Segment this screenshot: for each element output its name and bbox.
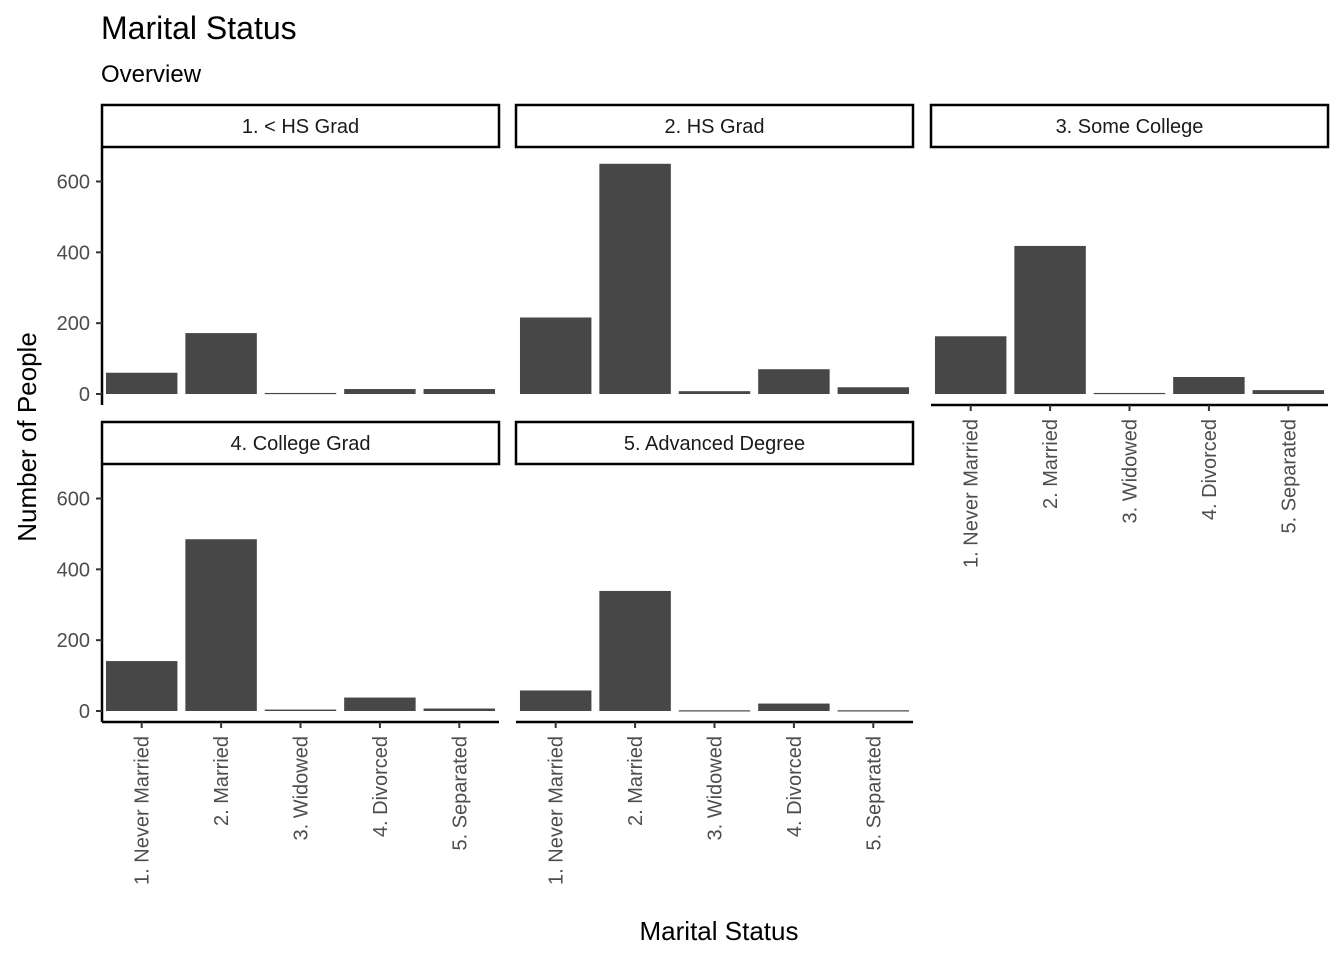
x-tick-label: 3. Widowed [705,736,727,841]
facet-strip-label: 3. Some College [1056,116,1204,138]
facet-strip [514,103,915,149]
bar [185,539,257,711]
bar [423,708,496,711]
y-tick-label: 600 [57,489,90,511]
facet-panel: 5. Advanced Degree 1. Never Married 2. Mar… [514,420,915,885]
x-tick-label: 3. Widowed [291,736,313,841]
bar [519,317,592,394]
y-tick-label: 200 [57,313,90,335]
y-tick-label: 400 [57,242,90,264]
y-tick-label: 200 [57,630,90,652]
facet-strip [514,420,915,466]
y-tick-label: 0 [79,384,90,406]
bar [519,690,592,711]
x-axis-title: Marital Status [640,916,799,946]
facet-panels: 1. < HS Grad 0 200 400 600 2. HS Grad 3. Some … [57,103,1330,885]
x-tick-label: 2. Married [1040,419,1062,509]
bar [837,710,910,712]
bar [185,333,257,394]
facet-panel: 3. Some College 1. Never Married 2. Marrie… [929,103,1330,568]
y-axis-title: Number of People [12,332,42,542]
facet-panel: 4. College Grad 0 200 400 600 1. Never Marrie… [57,420,501,885]
bar [934,336,1007,394]
x-tick-label: 5. Separated [863,736,885,851]
y-tick-label: 600 [57,172,90,194]
bar [599,590,671,711]
bar [1093,392,1166,395]
facet-strip [929,103,1330,149]
x-tick-label: 2. Married [625,736,647,826]
bar [758,703,830,711]
facet-strip-label: 2. HS Grad [664,116,764,138]
x-tick-label: 4. Divorced [370,736,392,837]
bar [1014,245,1086,394]
x-tick-label: 4. Divorced [1199,419,1221,520]
bar [678,391,751,394]
bar [599,163,671,394]
y-tick-label: 0 [79,701,90,723]
bar [1252,390,1325,394]
chart-subtitle: Overview [101,61,202,88]
facet-panel: 2. HS Grad [514,103,915,394]
bar [758,369,830,394]
facet-strip [100,103,501,149]
bar [423,389,496,394]
bar [837,387,910,394]
bar [105,661,178,711]
bar [344,697,416,711]
x-tick-label: 1. Never Married [961,419,983,568]
y-tick-label: 400 [57,559,90,581]
facet-panel: 1. < HS Grad 0 200 400 600 [57,103,501,406]
facet-strip-label: 5. Advanced Degree [624,433,805,455]
bar [678,710,751,712]
x-tick-label: 5. Separated [1278,419,1300,534]
bar [105,372,178,394]
bar [264,709,337,711]
x-tick-label: 3. Widowed [1120,419,1142,524]
facet-strip-label: 1. < HS Grad [242,116,359,138]
x-tick-label: 2. Married [211,736,233,826]
chart-title: Marital Status [101,10,297,46]
x-tick-label: 4. Divorced [784,736,806,837]
bar [344,389,416,394]
x-tick-label: 1. Never Married [132,736,154,885]
bar [1173,377,1245,394]
bar [264,392,337,395]
x-tick-label: 1. Never Married [546,736,568,885]
facet-strip-label: 4. College Grad [230,433,370,455]
x-tick-label: 5. Separated [449,736,471,851]
facet-strip [100,420,501,466]
